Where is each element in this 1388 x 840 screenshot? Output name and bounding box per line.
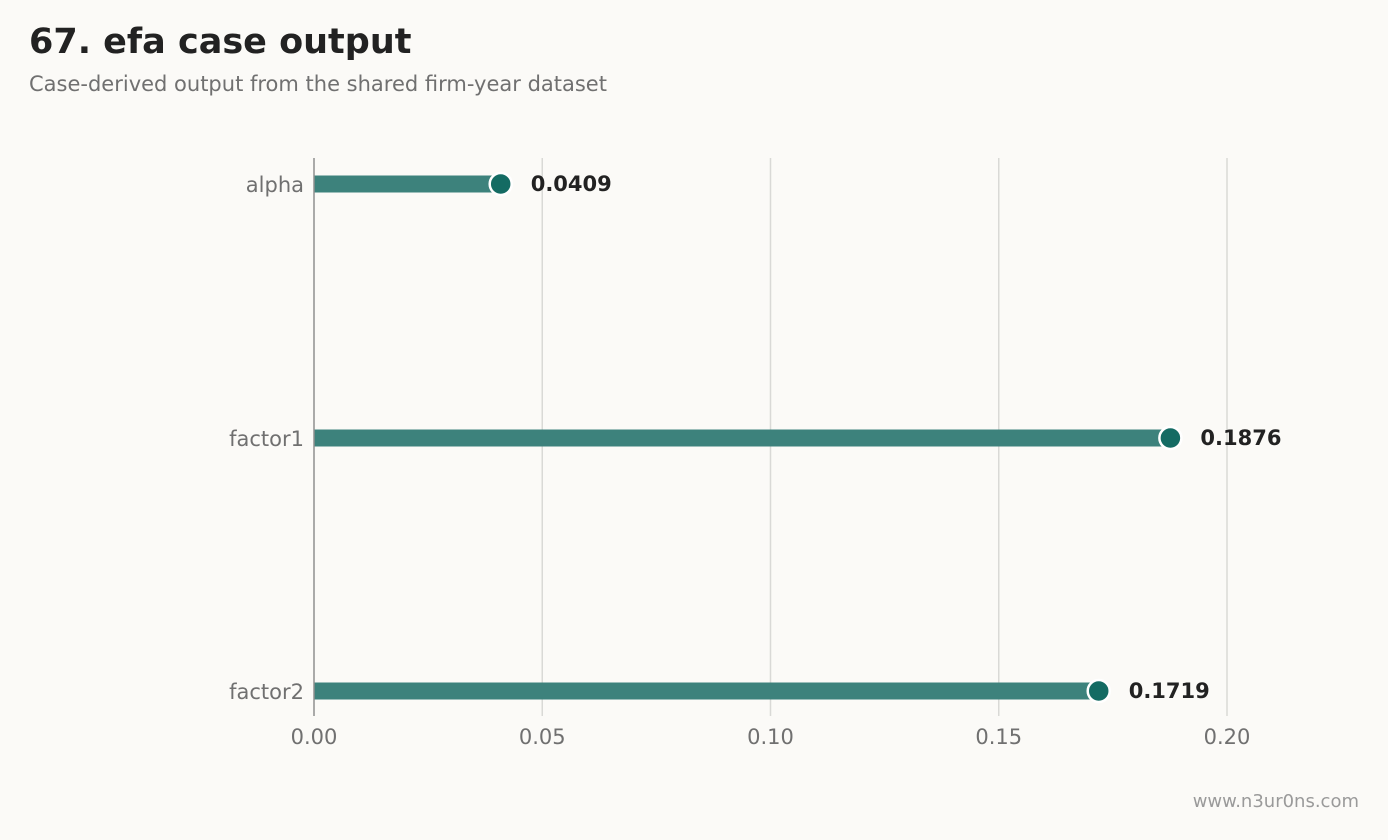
chart-title: 67. efa case output <box>29 22 412 62</box>
value-label: 0.1719 <box>1129 679 1210 703</box>
y-tick-label: factor1 <box>229 427 304 451</box>
x-tick-label: 0.20 <box>1204 725 1251 749</box>
bar-factor1 <box>314 429 1171 447</box>
bars <box>314 171 1183 704</box>
dot-factor2 <box>1086 678 1111 704</box>
dot-factor1 <box>1158 425 1183 451</box>
value-label: 0.0409 <box>531 172 612 196</box>
bar-factor2 <box>314 682 1099 700</box>
y-tick-label: alpha <box>246 173 304 197</box>
dot-alpha <box>488 171 513 197</box>
bar-alpha <box>314 175 501 193</box>
x-tick-label: 0.00 <box>291 725 338 749</box>
y-tick-label: factor2 <box>229 680 304 704</box>
chart-subtitle: Case-derived output from the shared firm… <box>29 72 607 96</box>
watermark: www.n3ur0ns.com <box>1192 791 1359 812</box>
labels: 0.00 0.05 0.10 0.15 0.20 alpha 0.0409 factor1 0.… <box>229 172 1281 749</box>
x-tick-label: 0.15 <box>975 725 1022 749</box>
x-tick-label: 0.05 <box>519 725 566 749</box>
value-label: 0.1876 <box>1200 426 1281 450</box>
x-tick-label: 0.10 <box>747 725 794 749</box>
